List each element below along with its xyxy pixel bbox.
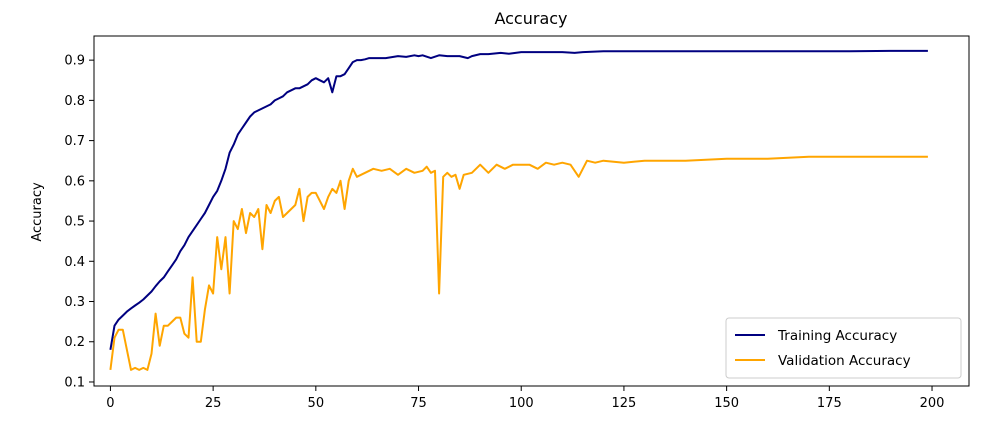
x-tick-label: 175 — [817, 396, 842, 411]
y-axis-label: Accuracy — [30, 182, 45, 242]
y-tick-label: 0.4 — [64, 255, 85, 270]
y-tick-label: 0.3 — [64, 295, 85, 310]
y-tick-label: 0.9 — [64, 54, 85, 69]
legend-label: Training Accuracy — [777, 328, 897, 344]
x-tick-label: 25 — [205, 396, 222, 411]
x-tick-label: 200 — [920, 396, 945, 411]
y-tick-label: 0.2 — [64, 335, 85, 350]
x-tick-label: 75 — [410, 396, 427, 411]
x-tick-label: 0 — [106, 396, 114, 411]
y-tick-label: 0.8 — [64, 94, 85, 109]
y-tick-label: 0.7 — [64, 134, 85, 149]
chart-title: Accuracy — [494, 9, 567, 28]
y-tick-label: 0.5 — [64, 215, 85, 230]
x-tick-label: 125 — [612, 396, 637, 411]
x-tick-label: 50 — [308, 396, 325, 411]
series-line-validation — [109, 155, 928, 371]
x-tick-label: 100 — [509, 396, 534, 411]
plot-area: 0 25 50 75 100 125 150 175 200 0.1 0.2 0.3 0.4 0.5 0.6… — [64, 35, 970, 411]
plot-frame — [93, 35, 970, 387]
y-tick-label: 0.1 — [64, 375, 85, 390]
y-tick-label: 0.6 — [64, 174, 85, 189]
legend-box — [725, 317, 962, 379]
legend-label: Validation Accuracy — [778, 353, 911, 369]
series-line-training — [109, 49, 928, 350]
x-tick-label: 150 — [714, 396, 739, 411]
